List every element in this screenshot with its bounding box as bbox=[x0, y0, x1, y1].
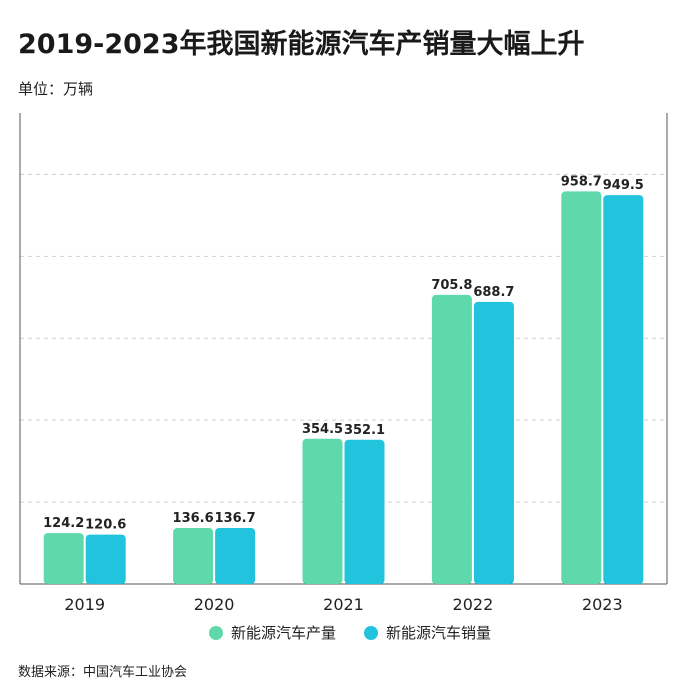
bar-sales-2020 bbox=[215, 528, 256, 584]
data-label-sales-2019: 120.6 bbox=[85, 518, 126, 533]
data-label-sales-2023: 949.5 bbox=[603, 178, 644, 193]
data-source: 数据来源：中国汽车工业协会 bbox=[18, 665, 188, 680]
bar-sales-2022 bbox=[473, 301, 514, 584]
legend-label-sales: 新能源汽车销量 bbox=[386, 624, 492, 642]
bar-production-2022 bbox=[431, 294, 472, 584]
x-tick-label-2022: 2022 bbox=[453, 595, 494, 614]
data-label-production-2022: 705.8 bbox=[431, 278, 472, 293]
bar-production-2023 bbox=[561, 191, 602, 584]
bar-sales-2023 bbox=[603, 195, 644, 584]
data-label-production-2019: 124.2 bbox=[43, 516, 84, 531]
legend-label-production: 新能源汽车产量 bbox=[230, 624, 336, 642]
x-tick-label-2019: 2019 bbox=[64, 595, 105, 614]
data-label-production-2021: 354.5 bbox=[302, 422, 343, 437]
bar-production-2020 bbox=[173, 528, 214, 584]
sales-swatch-icon bbox=[364, 625, 378, 640]
production-swatch-icon bbox=[208, 625, 223, 640]
x-tick-label-2020: 2020 bbox=[194, 595, 235, 614]
data-label-sales-2021: 352.1 bbox=[344, 423, 385, 438]
legend-item-production: 新能源汽车产量 bbox=[208, 622, 336, 643]
unit-label: 单位：万辆 bbox=[18, 80, 94, 98]
data-label-sales-2022: 688.7 bbox=[473, 285, 514, 300]
bar-production-2019 bbox=[43, 533, 84, 584]
legend-item-sales: 新能源汽车销量 bbox=[364, 622, 491, 643]
bar-production-2021 bbox=[302, 438, 343, 584]
legend: 新能源汽车产量 新能源汽车销量 bbox=[0, 622, 700, 643]
data-label-sales-2020: 136.7 bbox=[215, 511, 256, 526]
bar-sales-2019 bbox=[85, 534, 126, 584]
x-tick-label-2023: 2023 bbox=[582, 595, 623, 614]
data-label-production-2020: 136.6 bbox=[173, 511, 214, 526]
data-label-production-2023: 958.7 bbox=[561, 174, 602, 189]
x-tick-label-2021: 2021 bbox=[323, 595, 364, 614]
chart-title: 2019-2023年我国新能源汽车产销量大幅上升 bbox=[18, 29, 585, 60]
bar-sales-2021 bbox=[344, 439, 385, 584]
